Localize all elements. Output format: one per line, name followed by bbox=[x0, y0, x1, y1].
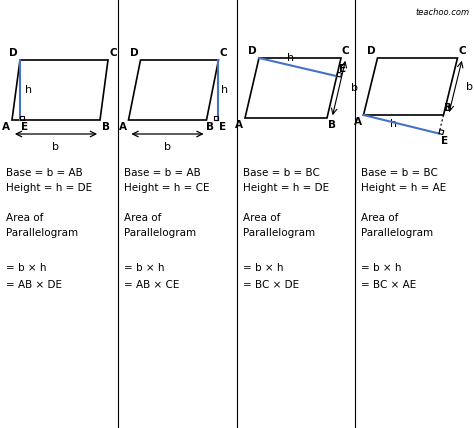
Text: D: D bbox=[367, 46, 375, 56]
Text: C: C bbox=[458, 46, 466, 56]
Text: h: h bbox=[390, 119, 397, 129]
Text: Height = h = AE: Height = h = AE bbox=[362, 183, 447, 193]
Text: Base = b = BC: Base = b = BC bbox=[243, 168, 320, 178]
Text: A: A bbox=[354, 117, 362, 127]
Text: = b × h: = b × h bbox=[243, 263, 283, 273]
Text: D: D bbox=[9, 48, 18, 58]
Text: b: b bbox=[164, 142, 171, 152]
Text: Area of: Area of bbox=[362, 213, 399, 223]
Text: Height = h = DE: Height = h = DE bbox=[6, 183, 92, 193]
Text: b: b bbox=[53, 142, 60, 152]
Text: h: h bbox=[221, 85, 228, 95]
Text: = b × h: = b × h bbox=[362, 263, 402, 273]
Text: Parallelogram: Parallelogram bbox=[6, 228, 78, 238]
Text: A: A bbox=[118, 122, 127, 132]
Text: B: B bbox=[328, 120, 336, 130]
Text: D: D bbox=[130, 48, 138, 58]
Text: E: E bbox=[441, 136, 448, 146]
Text: = BC × DE: = BC × DE bbox=[243, 280, 299, 290]
Text: b: b bbox=[351, 83, 358, 93]
Text: = b × h: = b × h bbox=[125, 263, 165, 273]
Text: C: C bbox=[342, 46, 350, 56]
Text: Area of: Area of bbox=[243, 213, 281, 223]
Text: B: B bbox=[445, 103, 453, 113]
Text: = BC × AE: = BC × AE bbox=[362, 280, 417, 290]
Text: = AB × CE: = AB × CE bbox=[125, 280, 180, 290]
Text: b: b bbox=[466, 81, 474, 92]
Text: B: B bbox=[207, 122, 215, 132]
Text: h: h bbox=[287, 53, 294, 63]
Text: teachoo.com: teachoo.com bbox=[416, 8, 470, 17]
Text: C: C bbox=[110, 48, 118, 58]
Text: h: h bbox=[25, 85, 32, 95]
Text: Base = b = AB: Base = b = AB bbox=[125, 168, 201, 178]
Text: Area of: Area of bbox=[125, 213, 162, 223]
Text: = AB × DE: = AB × DE bbox=[6, 280, 62, 290]
Text: Base = b = BC: Base = b = BC bbox=[362, 168, 438, 178]
Text: Base = b = AB: Base = b = AB bbox=[6, 168, 83, 178]
Text: Height = h = DE: Height = h = DE bbox=[243, 183, 329, 193]
Text: Parallelogram: Parallelogram bbox=[125, 228, 197, 238]
Text: Area of: Area of bbox=[6, 213, 44, 223]
Text: A: A bbox=[235, 120, 243, 130]
Text: Height = h = CE: Height = h = CE bbox=[125, 183, 210, 193]
Text: C: C bbox=[219, 48, 227, 58]
Text: Parallelogram: Parallelogram bbox=[243, 228, 315, 238]
Text: Parallelogram: Parallelogram bbox=[362, 228, 434, 238]
Text: E: E bbox=[339, 64, 346, 74]
Text: A: A bbox=[2, 122, 10, 132]
Text: D: D bbox=[248, 46, 257, 56]
Text: = b × h: = b × h bbox=[6, 263, 46, 273]
Text: E: E bbox=[21, 122, 28, 132]
Text: E: E bbox=[219, 122, 227, 132]
Text: B: B bbox=[102, 122, 110, 132]
